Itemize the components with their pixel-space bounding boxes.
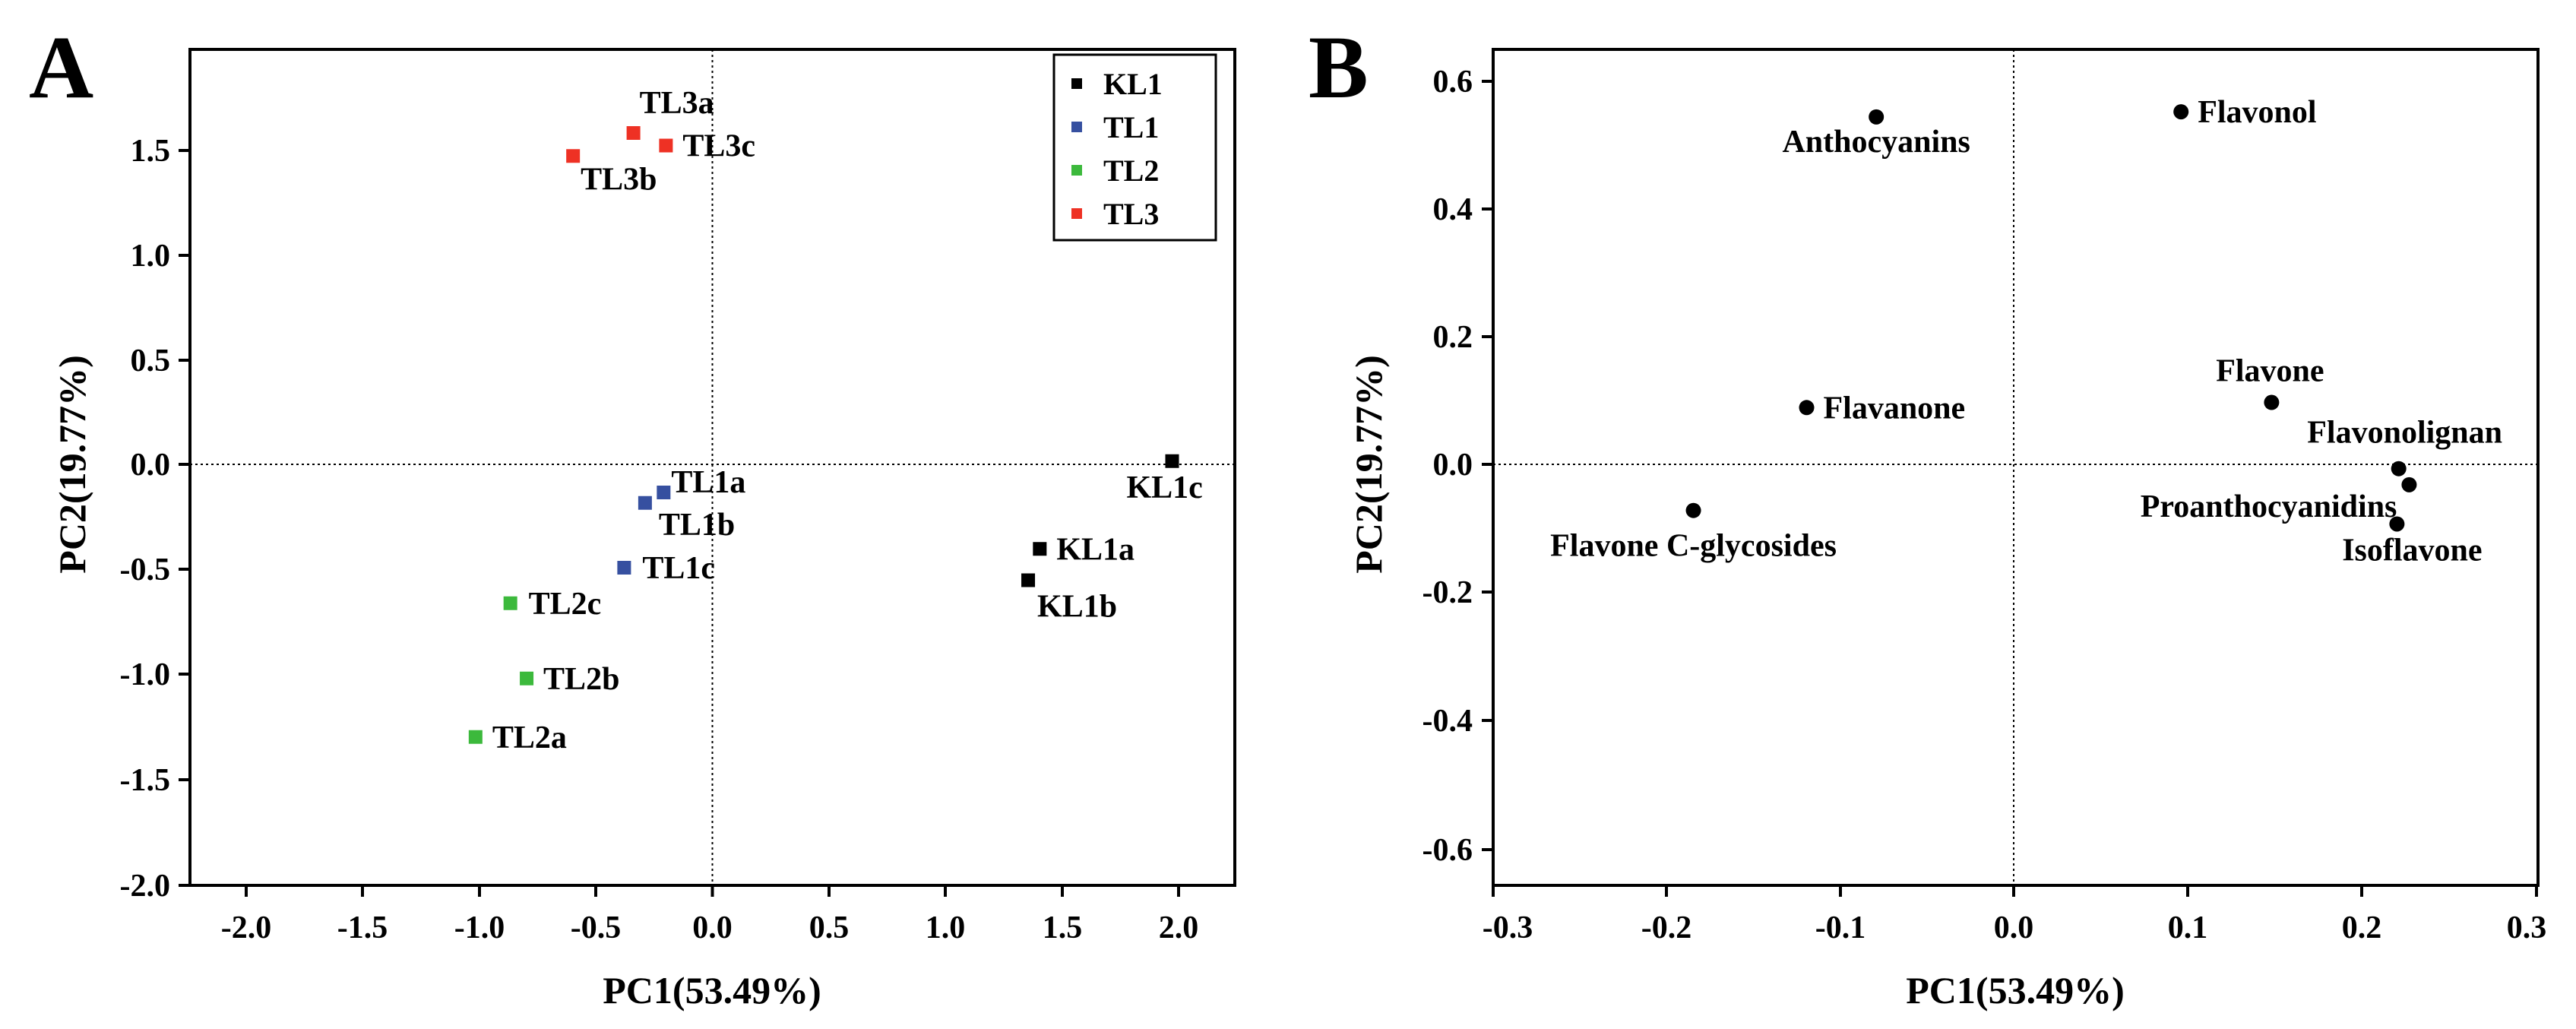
point-tl2c <box>503 596 517 610</box>
panel-a-ytick-label: -0.5 <box>120 552 171 587</box>
panel-a-xtick-label: 1.0 <box>926 910 966 945</box>
panel-b-points: Anthocyanins Flavonol Flavanone Flavone Flav… <box>1550 95 2502 568</box>
point-label-flavonol: Flavonol <box>2198 95 2316 130</box>
panel-b-y-axis-title: PC2(19.77%) <box>1347 355 1390 573</box>
panel-a-xtick-label: 0.0 <box>692 910 733 945</box>
point-label-tl2a: TL2a <box>492 720 567 755</box>
point-tl2b <box>520 671 534 685</box>
point-flavonol <box>2173 104 2189 120</box>
panel-a-xtick-label: 1.5 <box>1043 910 1083 945</box>
panel-a-xtick-label: 2.0 <box>1159 910 1199 945</box>
panel-b-x-ticks: -0.3 -0.2 -0.1 0.0 0.1 0.2 0.3 <box>1483 885 2547 945</box>
point-tl1c <box>617 561 631 575</box>
point-flavone-c-glycosides <box>1685 502 1701 518</box>
point-label-kl1b: KL1b <box>1037 590 1117 625</box>
point-proanthocyanidins <box>2401 477 2417 492</box>
panel-b-ytick-label: 0.2 <box>1433 320 1473 355</box>
point-label-tl2c: TL2c <box>529 587 602 622</box>
point-label-kl1c: KL1c <box>1127 470 1203 505</box>
panel-a-y-axis-title: PC2(19.77%) <box>51 355 93 573</box>
panel-b-xtick-label: 0.1 <box>2168 910 2208 945</box>
panel-a-xtick-label: -0.5 <box>571 910 622 945</box>
panel-b-xtick-label: 0.2 <box>2342 910 2382 945</box>
panel-b-xtick-label: -0.3 <box>1483 910 1533 945</box>
point-label-kl1a: KL1a <box>1056 532 1135 567</box>
legend-label-tl1: TL1 <box>1103 110 1159 144</box>
point-kl1c <box>1165 454 1179 468</box>
panel-a-ytick-label: -1.5 <box>120 763 171 798</box>
panel-b-y-ticks: 0.6 0.4 0.2 0.0 -0.2 -0.4 -0.6 <box>1422 65 1493 868</box>
panel-a: A -2.0 -1.5 -1.0 -0.5 0.0 0.5 1.0 1.5 2.… <box>29 17 1236 1012</box>
panel-b-ytick-label: -0.6 <box>1422 833 1473 868</box>
legend-label-tl2: TL2 <box>1103 154 1159 188</box>
panel-a-y-ticks: 1.5 1.0 0.5 0.0 -0.5 -1.0 -1.5 -2.0 <box>120 134 190 904</box>
panel-b-x-axis-title: PC1(53.49%) <box>1906 969 2124 1012</box>
point-label-tl1c: TL1c <box>642 551 715 586</box>
point-label-flavanone: Flavanone <box>1824 391 1966 426</box>
panel-a-x-ticks: -2.0 -1.5 -1.0 -0.5 0.0 0.5 1.0 1.5 2.0 <box>221 885 1199 945</box>
panel-b: B -0.3 -0.2 -0.1 0.0 0.1 0.2 0.3 0.6 0.4 <box>1309 17 2546 1012</box>
panel-a-ytick-label: 1.5 <box>131 134 171 169</box>
point-kl1a <box>1033 542 1047 556</box>
point-tl1a <box>657 486 671 499</box>
panel-a-points: KL1a KL1b KL1c TL1a TL1b TL1c TL2a TL2b TL2c TL3a… <box>468 86 1203 755</box>
panel-b-xtick-label: -0.1 <box>1815 910 1866 945</box>
point-tl1b <box>638 496 652 510</box>
point-label-tl3c: TL3c <box>682 129 755 164</box>
panel-a-ytick-label: -2.0 <box>120 869 171 904</box>
panel-a-letter: A <box>29 17 93 117</box>
panel-b-ytick-label: 0.0 <box>1433 448 1473 483</box>
panel-b-ytick-label: 0.6 <box>1433 65 1473 100</box>
point-label-tl3a: TL3a <box>640 86 714 121</box>
legend-label-kl1: KL1 <box>1103 67 1163 101</box>
panel-a-ytick-label: 0.5 <box>131 344 171 378</box>
point-isoflavone <box>2389 516 2405 532</box>
point-label-tl3b: TL3b <box>581 162 657 197</box>
point-label-tl1a: TL1a <box>671 465 745 500</box>
panel-b-ytick-label: -0.4 <box>1422 704 1473 739</box>
point-tl3c <box>659 138 673 153</box>
legend-swatch-tl2 <box>1071 165 1082 176</box>
panel-a-xtick-label: -1.5 <box>337 910 388 945</box>
point-anthocyanins <box>1869 109 1885 125</box>
point-kl1b <box>1021 573 1036 587</box>
point-label-tl2b: TL2b <box>543 662 619 697</box>
panel-a-ytick-label: -1.0 <box>120 657 171 692</box>
panel-a-ytick-label: 0.0 <box>131 448 171 483</box>
legend-swatch-tl1 <box>1071 122 1082 132</box>
point-label-proanthocyanidins: Proanthocyanidins <box>2141 489 2397 524</box>
point-tl3a <box>626 126 641 140</box>
panel-b-plot-frame <box>1492 48 2540 887</box>
point-tl3b <box>566 149 581 163</box>
panel-b-xtick-label: 0.3 <box>2507 910 2547 945</box>
point-label-flavone: Flavone <box>2216 354 2324 389</box>
point-tl2a <box>468 730 483 744</box>
panel-a-xtick-label: -2.0 <box>221 910 272 945</box>
panel-a-xtick-label: 0.5 <box>809 910 850 945</box>
legend-swatch-tl3 <box>1071 208 1082 219</box>
point-label-isoflavone: Isoflavone <box>2342 533 2482 568</box>
panel-a-ytick-label: 1.0 <box>131 239 171 274</box>
panel-b-xtick-label: 0.0 <box>1994 910 2034 945</box>
panel-a-xtick-label: -1.0 <box>454 910 505 945</box>
panel-b-letter: B <box>1309 17 1369 117</box>
panel-a-legend: KL1 TL1 TL2 TL3 <box>1052 53 1217 242</box>
legend-swatch-kl1 <box>1071 78 1082 89</box>
panel-b-xtick-label: -0.2 <box>1641 910 1692 945</box>
panel-b-ytick-label: -0.2 <box>1422 575 1473 610</box>
panel-b-ytick-label: 0.4 <box>1433 192 1473 227</box>
legend-label-tl3: TL3 <box>1103 197 1159 231</box>
point-flavone <box>2264 394 2280 410</box>
point-label-anthocyanins: Anthocyanins <box>1782 125 1970 160</box>
point-flavanone <box>1799 400 1815 416</box>
panel-a-x-axis-title: PC1(53.49%) <box>603 969 821 1012</box>
point-label-tl1b: TL1b <box>659 508 735 543</box>
point-label-flavone-c-glycosides: Flavone C-glycosides <box>1550 529 1837 564</box>
point-flavonolignan <box>2391 461 2407 477</box>
point-label-flavonolignan: Flavonolignan <box>2307 416 2502 451</box>
